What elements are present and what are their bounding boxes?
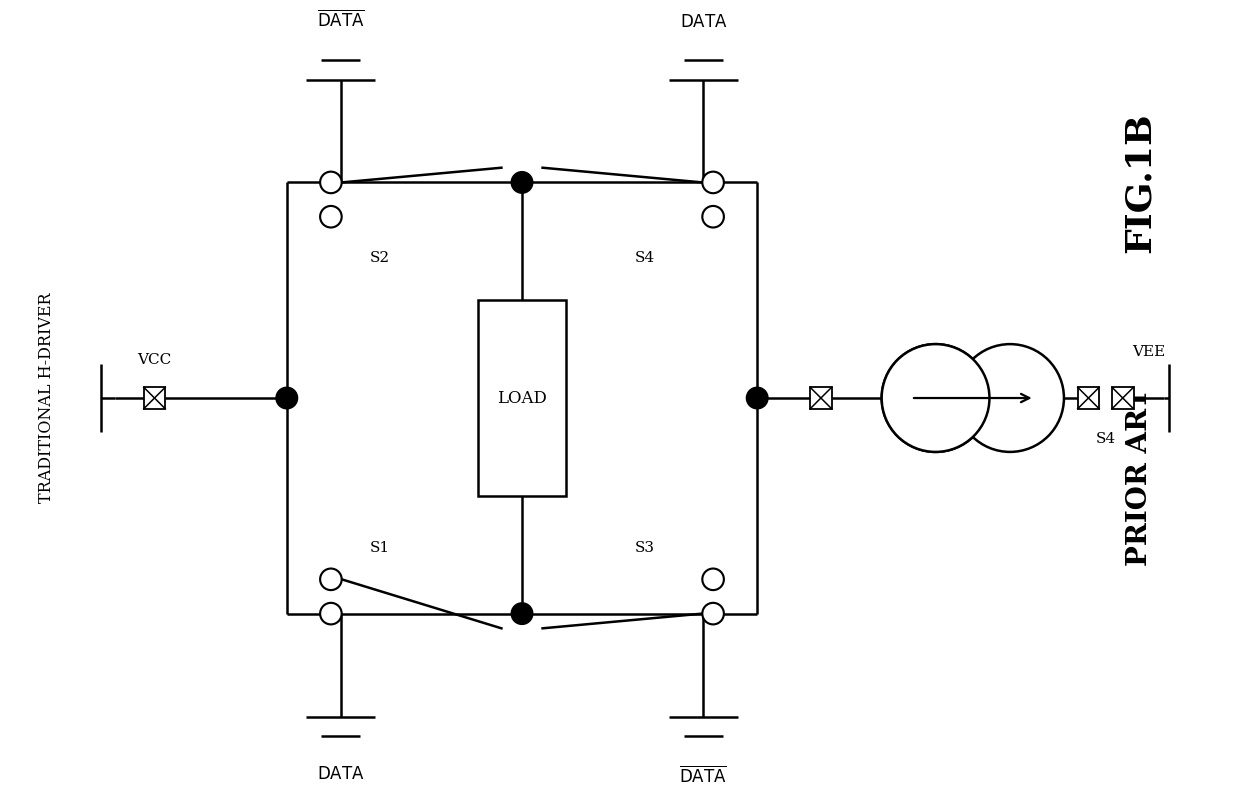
Circle shape	[320, 172, 342, 193]
Bar	[810, 387, 832, 409]
Circle shape	[320, 602, 342, 624]
Text: S1: S1	[370, 541, 389, 555]
Circle shape	[320, 568, 342, 590]
Bar	[1078, 387, 1099, 409]
Text: FIG.1B: FIG.1B	[1122, 112, 1157, 253]
Text: PRIOR ART: PRIOR ART	[1126, 387, 1153, 566]
Circle shape	[702, 172, 724, 193]
Bar	[1112, 387, 1133, 409]
Circle shape	[956, 344, 1064, 452]
Circle shape	[320, 206, 342, 227]
Bar	[144, 387, 165, 409]
Circle shape	[277, 387, 298, 409]
Text: S4: S4	[1095, 433, 1116, 446]
Text: S4: S4	[635, 251, 655, 265]
Circle shape	[882, 344, 990, 452]
Text: S3: S3	[635, 541, 655, 555]
Circle shape	[882, 344, 990, 452]
Circle shape	[702, 602, 724, 624]
Text: VEE: VEE	[1132, 345, 1166, 359]
Circle shape	[702, 206, 724, 227]
Text: TRADITIONAL H-DRIVER: TRADITIONAL H-DRIVER	[38, 293, 56, 504]
Text: $\overline{\rm DATA}$: $\overline{\rm DATA}$	[680, 765, 727, 787]
Text: LOAD: LOAD	[497, 389, 547, 406]
Circle shape	[746, 387, 768, 409]
Circle shape	[511, 172, 533, 193]
Bar	[477, 300, 567, 496]
Circle shape	[511, 602, 533, 624]
Text: $\rm DATA$: $\rm DATA$	[680, 14, 727, 30]
Text: $\rm DATA$: $\rm DATA$	[317, 765, 365, 783]
Circle shape	[702, 568, 724, 590]
Text: S2: S2	[370, 251, 389, 265]
Text: $\overline{\rm DATA}$: $\overline{\rm DATA}$	[317, 10, 365, 30]
Text: VCC: VCC	[138, 353, 171, 366]
